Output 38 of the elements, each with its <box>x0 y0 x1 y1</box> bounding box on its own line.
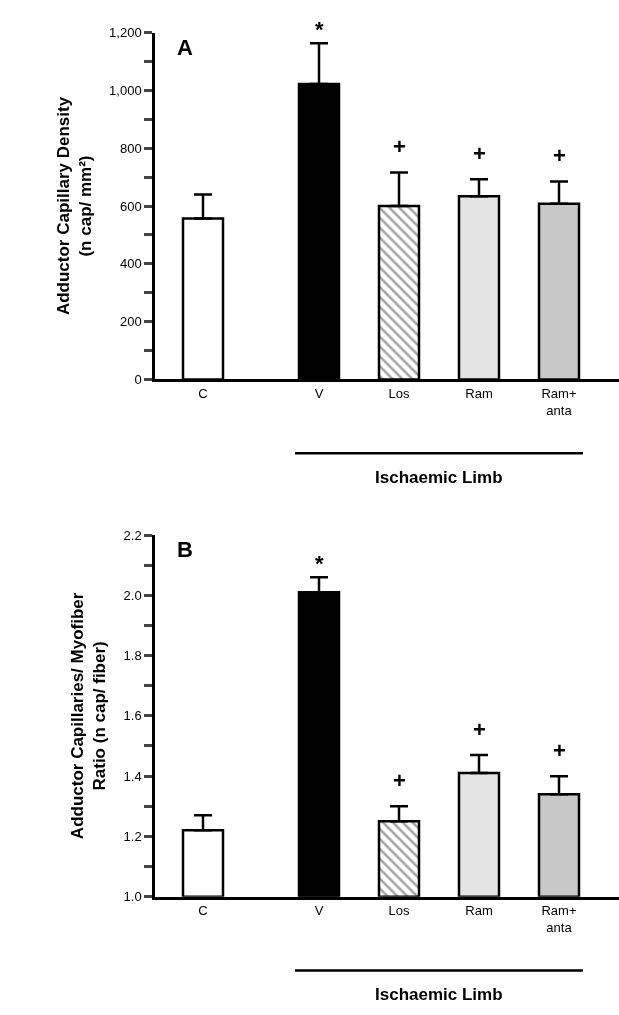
y-tick-label: 2.0 <box>123 587 142 603</box>
x-tick-label: V <box>314 903 324 919</box>
y-axis-title: Adductor Capillary Density (n cap/ mm²) <box>53 96 95 316</box>
y-tick-label: 1.4 <box>123 768 142 784</box>
annotation: + <box>473 141 486 166</box>
text: Ischaemic Limb <box>375 468 503 487</box>
annotation: B <box>177 537 193 562</box>
y-tick-label: 1,000 <box>109 82 142 98</box>
x-tick-label: Ram <box>465 903 493 919</box>
annotation: + <box>553 143 566 168</box>
y-tick-label: 1.0 <box>123 889 142 905</box>
x-tick-label: V <box>314 385 324 401</box>
y-tick-label: 0 <box>134 371 142 387</box>
y-tick-label: 1.8 <box>123 648 142 664</box>
annotation: + <box>553 738 566 763</box>
x-tick-label: C <box>198 903 208 919</box>
x-tick-label: Ram+ anta <box>541 903 577 935</box>
x-tick-label: C <box>198 385 208 401</box>
x-tick-label: Ram+ anta <box>541 385 577 418</box>
annotation: + <box>393 134 406 159</box>
annotation: * <box>315 17 324 42</box>
y-tick-label: 600 <box>119 198 142 214</box>
text: Ischaemic Limb <box>375 985 503 1004</box>
y-tick-label: 1,200 <box>109 25 142 41</box>
y-tick-label: 1.6 <box>123 708 142 724</box>
y-tick-label: 400 <box>119 256 142 272</box>
y-tick-label: 200 <box>119 314 142 330</box>
annotation: A <box>177 35 193 60</box>
x-tick-label: Los <box>388 385 410 401</box>
y-tick-label: 1.2 <box>123 828 142 844</box>
annotation: + <box>393 768 406 793</box>
x-tick-label: Ram <box>465 385 493 401</box>
x-tick-label: Los <box>388 903 410 919</box>
y-tick-label: 800 <box>119 140 142 156</box>
annotation: * <box>315 551 324 576</box>
annotation: + <box>473 717 486 742</box>
y-axis-title: Adductor Capillaries/ Myofiber Ratio (n cap/ fiber) <box>68 592 110 840</box>
y-tick-label: 2.2 <box>123 527 142 543</box>
